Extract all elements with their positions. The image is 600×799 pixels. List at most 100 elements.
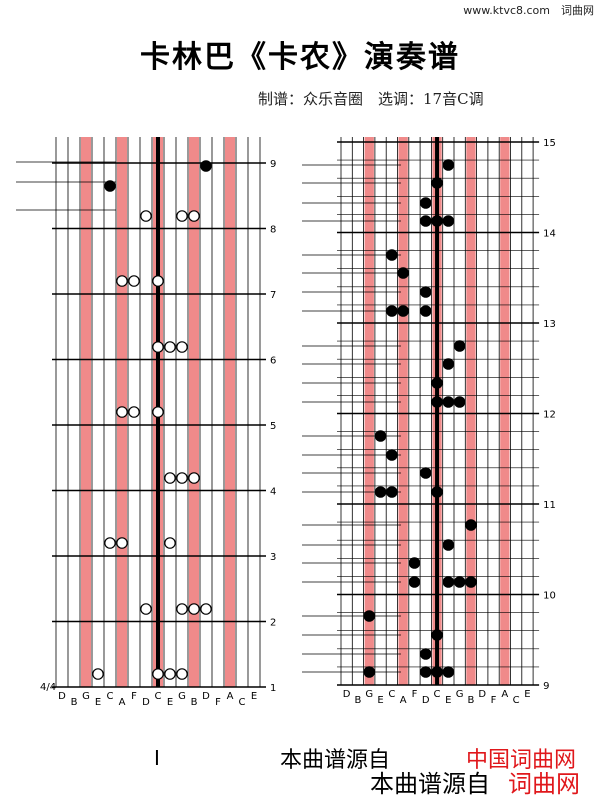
note-dot <box>176 603 188 615</box>
note-dot <box>419 305 432 317</box>
key-letter: E <box>251 691 257 702</box>
note-dot <box>104 180 116 192</box>
note-dot <box>116 275 128 287</box>
note-dot <box>408 576 421 588</box>
note-dot <box>386 249 398 261</box>
note-dot <box>92 668 104 680</box>
measure-number: 3 <box>270 552 276 563</box>
key-letter: B <box>191 697 198 708</box>
red-key-column <box>398 137 408 685</box>
key-letter: B <box>468 695 475 706</box>
key-letter: C <box>107 691 114 702</box>
measure-number: 11 <box>543 500 556 511</box>
note-dot <box>188 210 200 222</box>
measure-number: 12 <box>543 410 556 421</box>
key-letter: G <box>178 691 186 702</box>
key-letter: G <box>82 691 90 702</box>
key-letter: E <box>377 695 383 706</box>
note-dot <box>176 472 188 484</box>
note-dot <box>164 668 176 680</box>
note-dot <box>176 668 188 680</box>
note-dot <box>431 629 443 641</box>
note-dot <box>363 610 376 622</box>
note-dot <box>442 396 455 408</box>
key-letter: C <box>239 697 246 708</box>
key-letter: C <box>434 689 441 700</box>
note-dot <box>363 666 376 678</box>
measure-number: 2 <box>270 618 276 629</box>
site-watermark: www.ktvc8.com 词曲网 <box>463 4 594 17</box>
note-dot <box>176 210 188 222</box>
note-dot <box>419 666 432 678</box>
note-dot <box>104 537 116 549</box>
key-letter: E <box>95 697 101 708</box>
key-letter: D <box>202 691 210 702</box>
page-title: 卡林巴《卡农》演奏谱 <box>140 40 460 75</box>
page-marker: I <box>154 746 160 770</box>
note-dot <box>442 666 455 678</box>
key-letter: D <box>58 691 66 702</box>
key-letter: G <box>365 689 373 700</box>
note-dot <box>431 396 443 408</box>
time-signature: 4/4 <box>40 682 56 693</box>
red-key-column <box>81 137 91 687</box>
note-dot <box>397 305 409 317</box>
key-letter: C <box>155 691 162 702</box>
key-letter: F <box>215 697 221 708</box>
note-dot <box>140 603 152 615</box>
key-letter: E <box>445 695 451 706</box>
key-letter: D <box>478 689 486 700</box>
note-dot <box>152 341 164 353</box>
note-dot <box>453 340 466 352</box>
note-dot <box>419 215 432 227</box>
note-dot <box>419 197 432 209</box>
note-dot <box>431 177 443 189</box>
red-key-column <box>364 137 374 685</box>
key-letter: B <box>355 695 362 706</box>
red-key-column <box>189 137 199 687</box>
measure-number: 8 <box>270 225 276 236</box>
key-letter: C <box>513 695 520 706</box>
note-dot <box>442 576 455 588</box>
key-letter: E <box>167 697 173 708</box>
note-dot <box>128 275 140 287</box>
note-dot <box>164 472 176 484</box>
red-key-column <box>225 137 235 687</box>
measure-number: 9 <box>543 681 549 692</box>
note-dot <box>419 467 432 479</box>
key-letter: F <box>491 695 497 706</box>
note-dot <box>431 666 443 678</box>
measure-number: 14 <box>543 229 556 240</box>
note-dot <box>419 648 432 660</box>
note-dot <box>408 557 421 569</box>
note-dot <box>200 603 212 615</box>
note-dot <box>386 305 398 317</box>
note-dot <box>386 449 398 461</box>
red-key-column <box>466 137 476 685</box>
key-letter: A <box>501 689 508 700</box>
note-dot <box>374 486 387 498</box>
note-dot <box>152 275 164 287</box>
key-letter: G <box>456 689 464 700</box>
measure-number: 5 <box>270 421 276 432</box>
key-letter: D <box>343 689 351 700</box>
key-letter: A <box>119 697 126 708</box>
measure-number: 4 <box>270 487 276 498</box>
note-dot <box>442 159 455 171</box>
note-dot <box>374 430 387 442</box>
key-letter: A <box>227 691 234 702</box>
note-dot <box>442 215 455 227</box>
footer-site-name: 中国词曲网 <box>466 748 577 773</box>
note-dot <box>140 210 152 222</box>
note-dot <box>152 668 164 680</box>
measure-number: 7 <box>270 290 276 301</box>
measure-number: 6 <box>270 356 276 367</box>
measure-number: 15 <box>543 138 556 149</box>
note-dot <box>116 406 128 418</box>
note-dot <box>188 603 200 615</box>
note-dot <box>188 472 200 484</box>
note-dot <box>397 267 409 279</box>
key-letter: E <box>524 689 530 700</box>
note-dot <box>164 341 176 353</box>
